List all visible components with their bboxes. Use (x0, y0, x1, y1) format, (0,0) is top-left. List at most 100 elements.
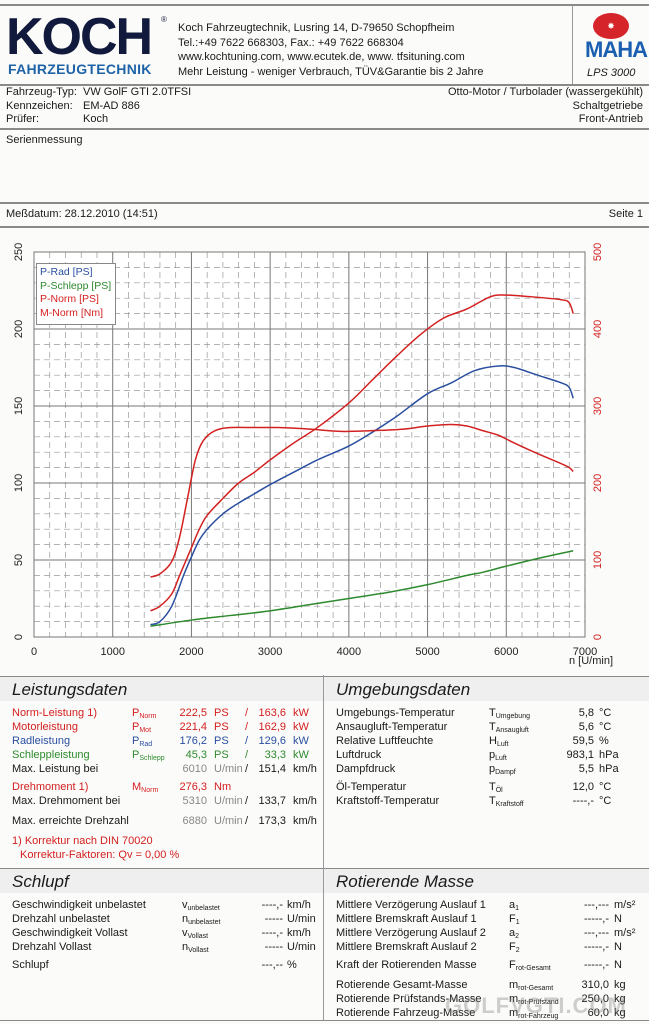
drive-type: Front-Antrieb (578, 113, 643, 125)
schlupf-row: Drehzahl Vollast nVollast ----- U/min (0, 941, 323, 955)
x-tick-label: 7000 (573, 646, 597, 658)
value-2: 133,7 (258, 795, 286, 807)
series-line-p-rad-ps (150, 365, 574, 626)
x-tick-label: 5000 (415, 646, 439, 658)
value: 60,0 (587, 1007, 609, 1019)
separator: / (245, 749, 249, 761)
section-leistung: Leistungsdaten Norm-Leistung 1) PNorm 222,… (0, 676, 323, 871)
section-schlupf: Schlupf Geschwindigkeit unbelastet vunbel… (0, 868, 323, 1013)
formula-subscript: 1 (515, 905, 520, 912)
value: 250,0 (581, 993, 609, 1005)
row-label: Geschwindigkeit unbelastet (12, 899, 146, 911)
schlupf-row: Drehzahl unbelastet nunbelastet ----- U/min (0, 913, 323, 927)
umg-row: Dampfdruck pDampf 5,5 hPa (324, 763, 649, 777)
row-label: Drehmoment 1) (12, 781, 89, 793)
leistung-row: Motorleistung PMot 221,4 PS / 162,9 kW (0, 721, 323, 735)
legend-m-norm: M-Norm [Nm] (40, 306, 103, 319)
separator: / (245, 735, 249, 747)
row-label: Ansaugluft-Temperatur (336, 721, 448, 733)
dyno-chart: 0 1000 2000 3000 4000 5000 6000 700005010015020… (13, 243, 613, 667)
x-tick-label: 1000 (100, 646, 124, 658)
y-left-tick-label: 200 (13, 320, 25, 338)
unit: km/h (287, 927, 311, 939)
value: 5,5 (578, 763, 594, 775)
separator: / (245, 763, 249, 775)
y-right-tick-label: 400 (592, 320, 604, 338)
row-label: Max. Leistung bei (12, 763, 99, 775)
unit: U/min (287, 941, 316, 953)
rot-row: Mittlere Verzögerung Auslauf 2 a2 ---,--- m… (324, 927, 649, 941)
row-label: Mittlere Bremskraft Auslauf 1 (336, 913, 477, 925)
series-line-p-schlepp-ps (150, 550, 574, 627)
company-address: Koch Fahrzeugtechnik, Lusring 14, D-7965… (178, 22, 484, 78)
unit: % (599, 735, 609, 747)
row-label: Geschwindigkeit Vollast (12, 927, 128, 939)
x-tick-label: 0 (31, 646, 37, 658)
row-label: Radleistung (12, 735, 71, 747)
y-right-tick-label: 500 (592, 243, 604, 261)
formula-symbol: Frot-Gesamt (509, 959, 551, 972)
value-2: 151,4 (258, 763, 286, 775)
measurement-date: Meßdatum: 28.12.2010 (14:51) (6, 208, 158, 220)
leistung-row: Radleistung PRad 176,2 PS / 129,6 kW (0, 735, 323, 749)
value-1: 222,5 (179, 707, 207, 719)
umg-row: Relative Luftfeuchte HLuft 59,5% (324, 735, 649, 749)
unit: kg (614, 979, 626, 991)
unit-2: kW (293, 735, 309, 747)
formula-subscript: 1 (515, 919, 520, 926)
formula-subscript: Vollast (188, 947, 209, 954)
row-label: Rotierende Gesamt-Masse (336, 979, 468, 991)
correction-din: 1) Korrektur nach DIN 70020 (12, 835, 153, 847)
rot-row: Rotierende Prüfstands-Masse mrot-Prüfstan… (324, 993, 649, 1007)
unit-1: PS (214, 749, 229, 761)
value: ----- (264, 913, 283, 925)
tester-name: Koch (83, 113, 109, 125)
formula-symbol: MNorm (132, 781, 159, 794)
leistung-row-max-rpm: Max. erreichte Drehzahl 6880 U/min/ 173,3 km… (0, 815, 323, 829)
row-label: Öl-Temperatur (336, 781, 407, 793)
formula-symbol: nVollast (182, 941, 209, 954)
chart-series (150, 294, 574, 627)
value: 59,5 (572, 735, 594, 747)
formula-subscript: Rad (139, 741, 153, 748)
formula-symbol: F2 (509, 941, 520, 954)
value-2: 129,6 (258, 735, 286, 747)
value: ---,--- (583, 927, 609, 939)
vehicle-type: VW GolF GTI 2.0TFSI (83, 86, 192, 98)
formula-subscript: Umgebung (495, 713, 530, 720)
formula-symbol: pLuft (489, 749, 507, 762)
correction-factor: Korrektur-Faktoren: Qv = 0,00 % (0, 849, 323, 863)
value: ---,-- (261, 959, 283, 971)
y-left-tick-label: 0 (13, 634, 25, 640)
chart-ticks: 0 1000 2000 3000 4000 5000 6000 700005010015020… (13, 243, 613, 667)
formula-subscript: 2 (515, 933, 520, 940)
section-title: Schlupf (0, 869, 323, 893)
separator: / (245, 707, 249, 719)
unit: °C (599, 707, 612, 719)
unit-2: km/h (293, 795, 317, 807)
umg-row: Luftdruck pLuft 983,1 hPa (324, 749, 649, 763)
value: -----,- (583, 941, 609, 953)
leistung-row-max-torque: Max. Drehmoment bei 5310 U/min/ 133,7 km/h (0, 795, 323, 809)
formula-subscript: unbelastet (188, 919, 221, 926)
chart-grid (33, 251, 586, 638)
y-left-tick-label: 250 (13, 243, 25, 261)
formula-symbol: TUmgebung (489, 707, 530, 720)
row-label: Rotierende Fahrzeug-Masse (336, 1007, 476, 1019)
measurement-type: Serienmessung (6, 134, 83, 146)
value-1: 45,3 (185, 749, 207, 761)
formula-subscript: rot-Gesamt (518, 985, 554, 992)
formula-subscript: rot-Prüfstand (518, 999, 559, 1006)
maha-logo: ✸ MAHA LPS 3000 (572, 5, 649, 85)
formula-symbol: mrot-Fahrzeug (509, 1007, 559, 1020)
unit-1: U/min (214, 795, 243, 807)
formula-subscript: rot-Fahrzeug (518, 1013, 559, 1020)
formula-symbol: PMot (132, 721, 152, 734)
formula-symbol: vunbelastet (182, 899, 220, 912)
leistung-row-torque: Drehmoment 1) MNorm 276,3 Nm (0, 781, 323, 795)
unit-1: PS (214, 721, 229, 733)
row-label: Kraftstoff-Temperatur (336, 795, 440, 807)
y-right-tick-label: 100 (592, 551, 604, 569)
row-label: Umgebungs-Temperatur (336, 707, 455, 719)
formula-symbol: F1 (509, 913, 520, 926)
